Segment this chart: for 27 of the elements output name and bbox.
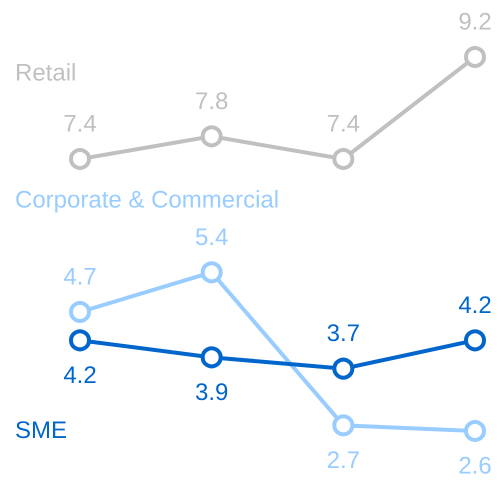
point	[200, 125, 223, 148]
data-label: 3.7	[326, 320, 360, 348]
point	[464, 46, 486, 68]
data-label: 7.4	[326, 110, 360, 138]
data-label: 7.8	[194, 88, 228, 115]
point	[200, 346, 223, 368]
point	[464, 420, 486, 442]
data-label: 4.2	[458, 292, 492, 319]
data-label: 4.2	[63, 362, 97, 389]
text: Retail	[15, 60, 76, 86]
point	[464, 329, 486, 352]
text: Corporate & Commercial	[15, 186, 280, 214]
point	[69, 148, 91, 170]
point	[332, 148, 354, 170]
data-label: 7.4	[63, 110, 97, 138]
point	[332, 358, 354, 380]
data-label: 9.2	[458, 8, 492, 36]
data-label: 5.4	[194, 224, 228, 251]
point	[69, 301, 91, 323]
point	[200, 261, 223, 284]
data-label: 4.7	[63, 264, 97, 290]
text: SME	[15, 416, 68, 444]
data-label: 3.9	[194, 378, 228, 406]
point	[69, 329, 91, 352]
data-label: 2.6	[458, 452, 492, 480]
data-label: 2.7	[326, 446, 360, 474]
point	[332, 414, 354, 436]
